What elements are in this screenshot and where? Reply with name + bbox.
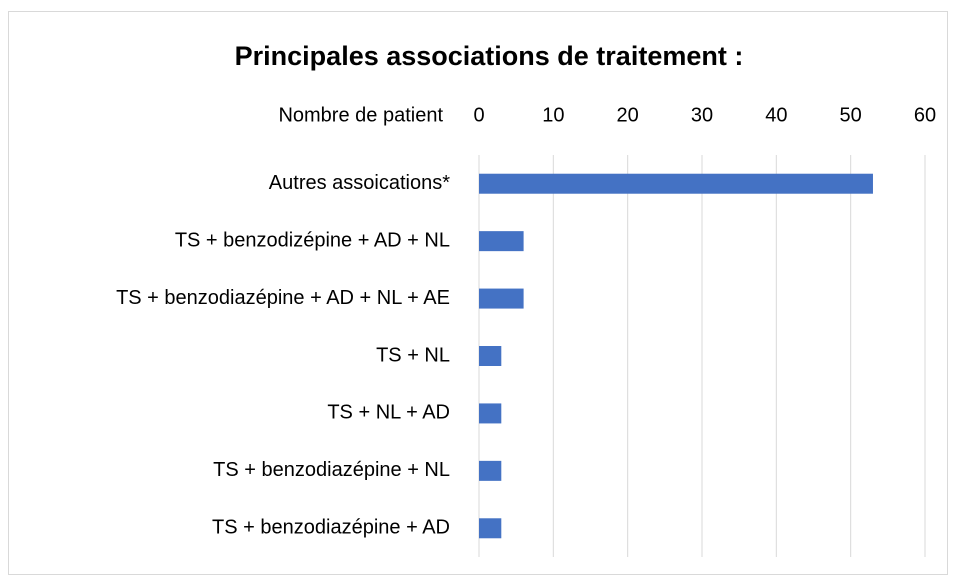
x-tick-label: 50 <box>840 104 862 126</box>
y-tick-label: TS + benzodiazépine + NL <box>213 459 450 481</box>
y-tick-label: TS + benzodiazépine + AD + NL + AE <box>116 287 450 309</box>
chart-title: Principales associations de traitement : <box>235 41 744 71</box>
y-tick-label: TS + benzodiazépine + AD <box>212 517 450 539</box>
bar <box>479 518 502 539</box>
bar <box>479 173 873 194</box>
bar <box>479 346 502 366</box>
y-tick-label: Autres assoications* <box>269 172 450 194</box>
bar <box>479 403 502 424</box>
y-tick-label: TS + benzodizépine + AD + NL <box>175 229 450 251</box>
x-tick-label: 0 <box>473 104 484 126</box>
y-tick-label: TS + NL <box>376 344 450 366</box>
x-tick-label: 10 <box>542 104 564 126</box>
x-tick-label: 30 <box>691 104 713 126</box>
bar <box>479 288 524 309</box>
x-tick-label: 20 <box>617 104 639 126</box>
chart-frame <box>8 11 948 575</box>
axis-label: Nombre de patient <box>278 104 443 126</box>
bar <box>479 460 502 481</box>
x-tick-label: 60 <box>914 104 936 126</box>
x-tick-label: 40 <box>765 104 787 126</box>
bar <box>479 231 524 252</box>
y-tick-label: TS + NL + AD <box>327 402 450 424</box>
